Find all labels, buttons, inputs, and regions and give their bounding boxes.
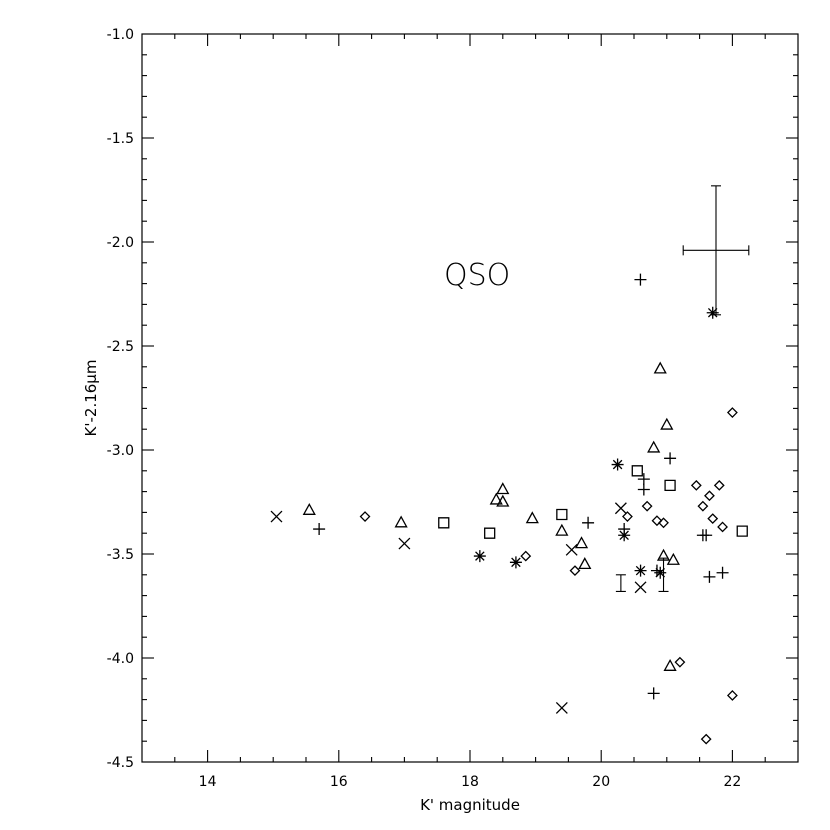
y-tick-label: -4.0 bbox=[107, 651, 134, 667]
data-point-plus bbox=[664, 452, 677, 465]
data-point-plus bbox=[634, 273, 647, 286]
y-axis-label: K'-2.16μm bbox=[82, 360, 100, 437]
x-tick-label: 16 bbox=[330, 774, 348, 790]
data-point-triangle bbox=[574, 536, 589, 549]
data-point-diamond bbox=[726, 690, 738, 701]
data-point-cross bbox=[270, 510, 283, 523]
data-point-diamond bbox=[569, 565, 581, 577]
plot-frame bbox=[141, 33, 799, 763]
error-bars bbox=[615, 185, 750, 592]
qso-annotation: QSO bbox=[444, 258, 647, 293]
data-point-cross bbox=[614, 502, 627, 515]
x-tick-label: 20 bbox=[592, 774, 610, 790]
data-point-triangle bbox=[555, 523, 569, 536]
data-point-asterisk bbox=[634, 564, 647, 577]
data-point-diamond bbox=[697, 500, 709, 512]
x-tick-label: 18 bbox=[461, 774, 479, 790]
data-point-cross bbox=[634, 581, 647, 594]
data-point-square bbox=[438, 517, 450, 529]
y-tick-label: -2.5 bbox=[107, 339, 134, 355]
data-point-square bbox=[664, 479, 676, 492]
data-point-square bbox=[484, 527, 496, 539]
data-point-square bbox=[736, 525, 748, 537]
data-point-asterisk bbox=[654, 566, 667, 579]
tick-marks bbox=[142, 34, 798, 762]
data-point-plus bbox=[650, 564, 663, 577]
data-point-diamond bbox=[651, 515, 663, 527]
data-point-square bbox=[556, 508, 568, 521]
data-point-triangle bbox=[653, 361, 667, 374]
data-point-diamond bbox=[726, 407, 738, 418]
data-point-triangle bbox=[496, 482, 510, 495]
data-point-diamond bbox=[658, 517, 669, 529]
error-bar bbox=[615, 574, 626, 592]
data-point-triangle bbox=[302, 502, 316, 515]
data-point-triangle bbox=[660, 417, 674, 430]
data-point-asterisk bbox=[706, 306, 719, 319]
data-point-triangle bbox=[663, 658, 677, 671]
data-point-triangle bbox=[647, 440, 661, 453]
y-tick-label: -2.0 bbox=[107, 235, 134, 251]
data-point-asterisk bbox=[473, 550, 486, 563]
data-point-triangle bbox=[666, 552, 680, 565]
data-point-triangle bbox=[525, 511, 539, 524]
data-point-triangle bbox=[394, 515, 408, 528]
data-point-diamond bbox=[622, 511, 633, 522]
data-point-plus bbox=[637, 473, 650, 486]
data-point-triangle bbox=[496, 494, 510, 507]
qso-label: QSO bbox=[444, 258, 510, 293]
y-tick-label: -3.5 bbox=[107, 547, 134, 563]
data-point-diamond bbox=[713, 479, 725, 491]
y-tick-label: -4.5 bbox=[107, 755, 134, 771]
data-points bbox=[270, 306, 748, 745]
x-tick-label: 14 bbox=[199, 774, 217, 790]
data-point-plus bbox=[703, 570, 716, 583]
data-point-diamond bbox=[700, 733, 712, 745]
x-axis-label: K' magnitude bbox=[420, 796, 520, 814]
data-point-diamond bbox=[520, 550, 532, 562]
x-tick-label: 22 bbox=[723, 774, 741, 790]
data-point-plus bbox=[582, 516, 595, 529]
data-point-diamond bbox=[717, 521, 728, 533]
data-point-plus bbox=[647, 687, 660, 700]
y-tick-label: -1.5 bbox=[107, 131, 134, 147]
data-point-plus bbox=[716, 566, 729, 579]
data-point-diamond bbox=[641, 500, 653, 512]
qso-plus-marker bbox=[634, 273, 647, 286]
data-point-plus bbox=[700, 529, 713, 542]
data-point-plus bbox=[313, 523, 326, 536]
data-point-square bbox=[631, 465, 643, 477]
data-point-diamond bbox=[704, 490, 715, 502]
data-point-cross bbox=[555, 701, 568, 714]
data-point-asterisk bbox=[618, 529, 631, 542]
data-point-triangle bbox=[578, 557, 592, 570]
y-tick-label: -3.0 bbox=[107, 443, 134, 459]
data-point-cross bbox=[565, 543, 578, 556]
data-point-asterisk bbox=[611, 458, 624, 471]
data-point-diamond bbox=[707, 513, 719, 525]
data-point-diamond bbox=[690, 479, 702, 491]
data-point-plus bbox=[637, 483, 650, 496]
error-bar bbox=[658, 557, 669, 592]
data-point-diamond bbox=[359, 511, 371, 522]
y-tick-label: -1.0 bbox=[107, 27, 134, 43]
tick-labels: 14 16 18 20 22 -1.0 -1.5 -2.0 -2.5 -3.0 -3.5 -4.0 -4… bbox=[107, 27, 742, 790]
data-point-triangle bbox=[489, 492, 503, 505]
error-bar bbox=[682, 185, 750, 316]
data-point-cross bbox=[398, 537, 411, 550]
data-point-asterisk bbox=[509, 556, 522, 569]
data-point-diamond bbox=[674, 656, 686, 668]
